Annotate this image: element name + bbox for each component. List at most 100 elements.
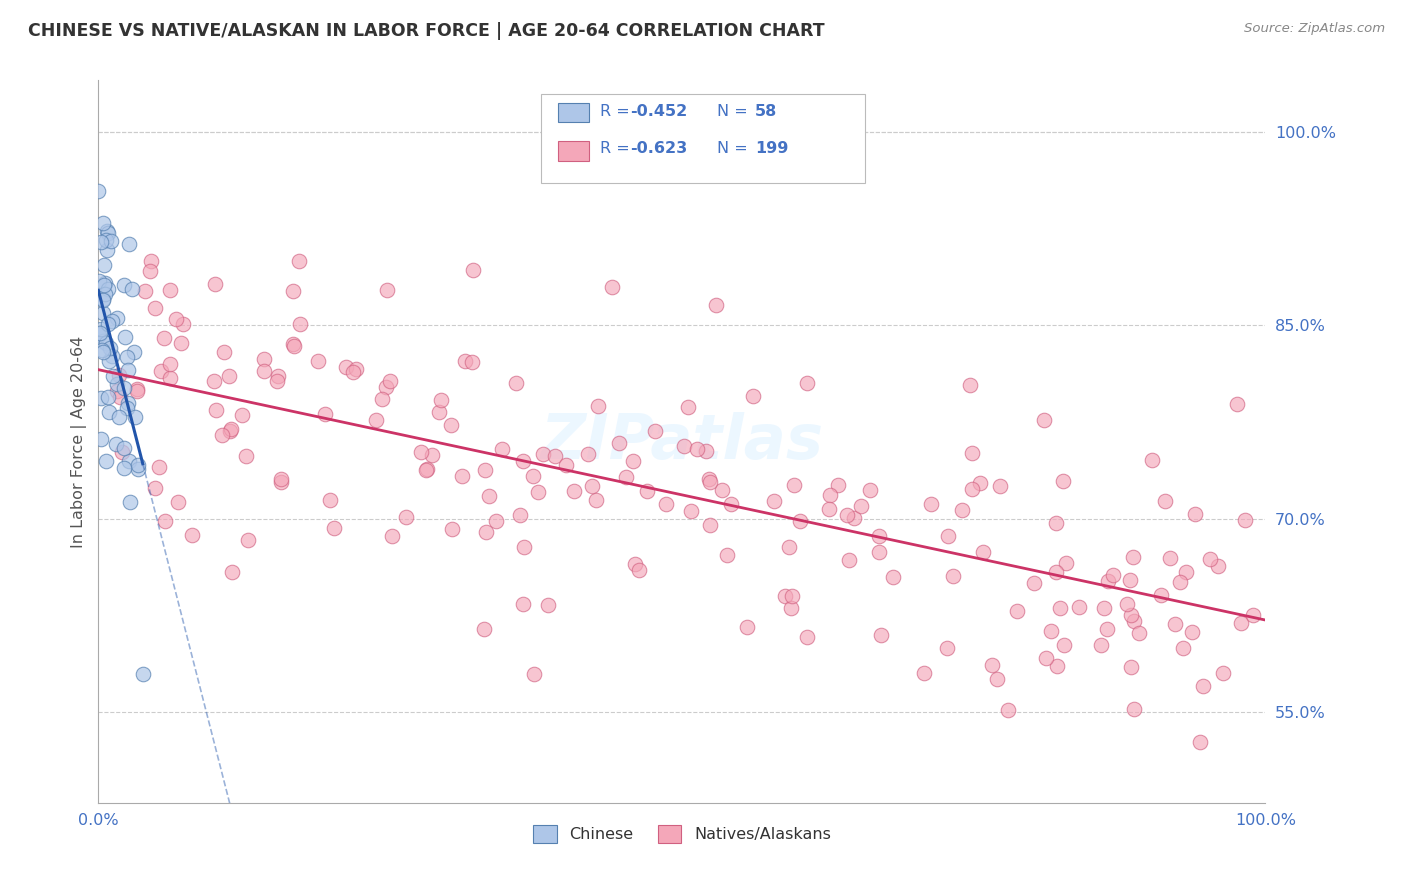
Point <box>544 449 567 463</box>
Point <box>644 424 666 438</box>
Point <box>253 351 276 366</box>
Point <box>1229 616 1251 631</box>
Point <box>159 357 181 371</box>
Point <box>97 405 120 419</box>
Point <box>676 400 699 414</box>
Point <box>159 371 181 385</box>
Point <box>153 331 176 345</box>
Point <box>267 369 290 384</box>
Point <box>101 368 124 383</box>
Point <box>1033 413 1056 427</box>
Point <box>576 447 599 461</box>
Point <box>1040 624 1063 638</box>
Point <box>706 298 728 312</box>
Point <box>484 514 506 528</box>
Point <box>699 475 721 490</box>
Point <box>1045 516 1067 530</box>
Point <box>165 311 187 326</box>
Point <box>366 413 388 427</box>
Point <box>91 292 114 306</box>
Point <box>314 407 336 421</box>
Point <box>415 462 437 476</box>
Point <box>90 391 112 405</box>
Point <box>266 374 288 388</box>
Point <box>117 401 139 415</box>
Point <box>1045 565 1067 579</box>
Point <box>307 354 329 368</box>
Point <box>1123 702 1146 716</box>
Point <box>796 631 818 645</box>
Point <box>91 306 114 320</box>
Text: CHINESE VS NATIVE/ALASKAN IN LABOR FORCE | AGE 20-64 CORRELATION CHART: CHINESE VS NATIVE/ALASKAN IN LABOR FORCE… <box>28 22 825 40</box>
Point <box>1115 597 1137 611</box>
Point <box>112 441 135 455</box>
Point <box>1052 474 1074 488</box>
Point <box>474 623 496 637</box>
Point <box>623 454 645 468</box>
Point <box>672 439 695 453</box>
Point <box>512 597 534 611</box>
Point <box>1119 574 1142 588</box>
Point <box>94 276 117 290</box>
Point <box>283 284 305 298</box>
Point <box>409 444 432 458</box>
Point <box>681 504 703 518</box>
Point <box>1122 549 1144 564</box>
Point <box>97 318 120 332</box>
Point <box>381 529 404 543</box>
Point <box>127 384 149 398</box>
Point <box>475 525 498 540</box>
Point <box>1168 574 1191 589</box>
Point <box>112 277 135 292</box>
Point <box>720 497 742 511</box>
Point <box>416 462 439 476</box>
Point <box>1090 638 1112 652</box>
Point <box>1198 551 1220 566</box>
Point <box>380 375 402 389</box>
Point <box>91 293 114 308</box>
Point <box>454 353 477 368</box>
Point <box>342 365 364 379</box>
Point <box>531 447 554 461</box>
Point <box>108 368 131 382</box>
Text: R =: R = <box>600 142 636 156</box>
Point <box>1097 622 1119 636</box>
Point <box>127 458 149 472</box>
Point <box>1234 513 1257 527</box>
Point <box>440 522 463 536</box>
Point <box>100 234 122 248</box>
Point <box>1206 559 1229 574</box>
Point <box>221 422 243 436</box>
Point <box>153 514 176 528</box>
Legend: Chinese, Natives/Alaskans: Chinese, Natives/Alaskans <box>526 819 838 849</box>
Point <box>91 344 114 359</box>
Point <box>562 483 585 498</box>
Point <box>512 541 534 555</box>
Point <box>1164 617 1187 632</box>
Point <box>818 488 841 502</box>
Point <box>818 501 841 516</box>
Point <box>148 459 170 474</box>
Point <box>127 461 149 475</box>
Point <box>523 666 546 681</box>
Point <box>94 287 117 301</box>
Point <box>1092 600 1115 615</box>
Point <box>375 283 398 297</box>
Text: -0.623: -0.623 <box>630 142 688 156</box>
Point <box>627 564 650 578</box>
Point <box>842 511 865 525</box>
Point <box>87 184 110 198</box>
Point <box>1174 565 1197 579</box>
Text: N =: N = <box>717 104 754 119</box>
Point <box>288 317 311 331</box>
Point <box>132 666 155 681</box>
Point <box>211 428 233 442</box>
Point <box>169 336 191 351</box>
Text: R =: R = <box>600 104 636 119</box>
Point <box>1054 556 1077 570</box>
Point <box>212 344 235 359</box>
Point <box>105 376 128 391</box>
Point <box>686 442 709 457</box>
Point <box>97 226 120 240</box>
Point <box>91 334 114 348</box>
